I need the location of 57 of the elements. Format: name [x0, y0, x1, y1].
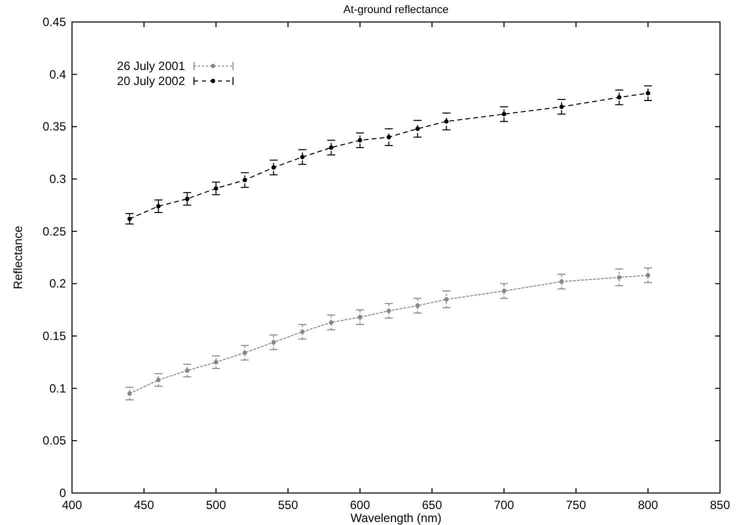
point	[358, 314, 362, 320]
x-tick-label: 750	[566, 498, 586, 512]
point	[127, 391, 132, 396]
point	[271, 340, 276, 344]
x-tick-label: 400	[62, 498, 82, 512]
legend-label: 26 July 2001	[116, 59, 186, 73]
point	[156, 204, 161, 208]
legend-label: 20 July 2002	[116, 74, 186, 88]
point	[646, 90, 650, 96]
y-tick-label: 0	[59, 486, 66, 500]
x-axis-title: Wavelength (nm)	[350, 511, 442, 525]
point	[559, 279, 564, 284]
x-tick-label: 450	[134, 498, 154, 512]
point	[444, 297, 449, 302]
point	[617, 95, 622, 100]
y-axis-title: Reflectance	[11, 225, 25, 290]
point	[185, 368, 190, 373]
point	[617, 275, 622, 280]
y-tick-label: 0.25	[42, 224, 66, 238]
point	[300, 330, 305, 334]
point	[502, 112, 506, 116]
y-tick-label: 0.2	[49, 276, 66, 291]
y-tick-label: 0.05	[42, 434, 66, 448]
point	[444, 119, 449, 124]
point	[415, 303, 420, 308]
point	[646, 273, 650, 278]
y-tick-label: 0.3	[49, 172, 66, 186]
point	[214, 186, 218, 191]
point	[242, 350, 247, 355]
point	[329, 145, 334, 150]
point	[559, 104, 564, 109]
y-tick-label: 0.15	[42, 329, 66, 343]
point	[214, 360, 218, 364]
y-tick-label: 0.1	[49, 381, 66, 396]
point	[329, 320, 334, 325]
point	[156, 378, 161, 382]
x-tick-label: 600	[350, 498, 370, 512]
point	[127, 216, 132, 221]
point	[271, 165, 276, 170]
point	[358, 138, 362, 142]
y-tick-label: 0.45	[42, 15, 66, 29]
point	[502, 288, 506, 294]
x-tick-label: 550	[278, 498, 298, 512]
point	[300, 154, 305, 160]
x-tick-label: 650	[422, 498, 442, 512]
x-tick-label: 700	[494, 498, 514, 512]
x-tick-label: 800	[638, 498, 658, 512]
point	[386, 308, 391, 314]
x-tick-label: 500	[206, 498, 226, 512]
chart-title: At-ground reflectance	[343, 4, 449, 16]
x-tick-label: 850	[710, 498, 730, 512]
point	[242, 178, 247, 182]
point	[415, 126, 420, 131]
y-tick-label: 0.35	[42, 120, 66, 134]
y-tick-label: 0.4	[49, 67, 66, 82]
point	[386, 134, 391, 140]
point	[185, 196, 190, 202]
